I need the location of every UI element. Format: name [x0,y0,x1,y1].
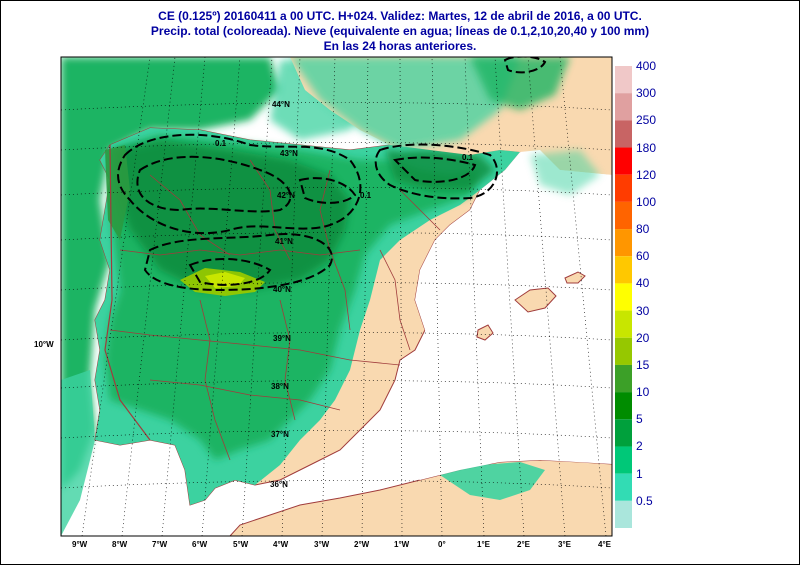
legend-label: 0.5 [636,493,653,508]
legend-label: 250 [636,113,657,128]
lon-label: 1°W [394,540,410,549]
lon-label: 1°E [477,540,491,549]
legend-swatch [615,419,632,447]
legend-swatch [615,66,632,94]
lat-label-38n: 38°N [271,382,289,391]
ibiza [476,324,494,341]
lon-label: 3°E [558,540,572,549]
legend-swatch [615,446,632,474]
legend-swatch [615,392,632,420]
pyrenees-heavy-precip [385,150,495,190]
map-title: CE (0.125º) 20160411 a 00 UTC. H+024. Va… [0,9,800,54]
lon-label: 5°W [233,540,249,549]
legend-swatch [615,500,632,528]
lat-label-43n: 43°N [280,149,298,158]
map-border [60,56,613,537]
legend-label: 15 [636,357,650,372]
contour-label: 0.1 [215,139,227,148]
lat-label-42n: 42°N [277,191,295,200]
title-line-2: Precip. total (coloreada). Nieve (equiva… [150,24,650,38]
precipitation-legend [615,66,632,528]
legend-swatch [615,310,632,338]
menorca [564,271,586,284]
lon-label: 3°W [314,540,330,549]
legend-label: 300 [636,86,657,101]
legend-label: 40 [636,276,650,291]
lon-label: 8°W [112,540,128,549]
lon-label: 2°E [517,540,531,549]
lon-label: 4°E [598,540,612,549]
legend-swatch [615,120,632,148]
legend-label: 100 [636,194,657,209]
legend-swatch [615,473,632,501]
title-line-1: CE (0.125º) 20160411 a 00 UTC. H+024. Va… [158,9,642,23]
legend-swatch [615,256,632,284]
legend-swatch [615,364,632,393]
north-africa-precip [440,462,545,500]
lat-label-40n: 40°N [273,285,291,294]
france-precip [290,57,520,150]
lon-label: 9°W [72,540,88,549]
lon-label: 6°W [192,540,208,549]
mediterranean-sea [400,152,612,480]
atlantic-light-area [61,370,95,536]
france-moderate-precip [470,57,570,110]
legend-swatch [615,93,632,121]
lat-label-39n: 39°N [273,334,291,343]
contour-label: 0.1 [360,191,372,200]
lon-label: 2°W [354,540,370,549]
contour-label: 0.1 [462,153,474,162]
legend-label: 10 [636,385,650,400]
longitude-axis: 9°W 8°W 7°W 6°W 5°W 4°W 3°W 2°W 1°W 0° 1… [72,540,612,549]
lon-label: 7°W [152,540,168,549]
snow-contours [117,57,547,292]
gulf-of-lion-precip [530,150,600,195]
side-lon-label: 10°W [34,340,54,349]
legend-label: 1 [636,466,643,481]
lon-label: 0° [438,540,446,549]
legend-swatch [615,174,632,202]
legend-label: 2 [636,439,643,454]
legend-label: 20 [636,330,650,345]
lat-label-44n: 44°N [272,100,290,109]
legend-swatch [615,229,632,257]
legend-label: 400 [636,59,657,73]
title-line-3: En las 24 horas anteriores. [323,39,477,53]
legend-label: 120 [636,167,657,182]
lat-label-41n: 41°N [275,237,293,246]
lon-label: 4°W [273,540,289,549]
legend-label: 30 [636,303,650,318]
legend-label: 180 [636,140,657,155]
legend-swatch [615,201,632,230]
lat-label-36n: 36°N [270,480,288,489]
legend-swatch [615,283,632,311]
land-heavy-precip [115,140,350,290]
regional-borders [104,144,441,461]
graticule [61,57,612,536]
lat-label-37n: 37°N [271,430,289,439]
legend-label: 5 [636,412,643,427]
mallorca [514,287,557,313]
legend-swatch [615,337,632,365]
legend-label: 80 [636,222,650,237]
legend-swatch [615,147,632,175]
legend-label: 60 [636,249,650,264]
